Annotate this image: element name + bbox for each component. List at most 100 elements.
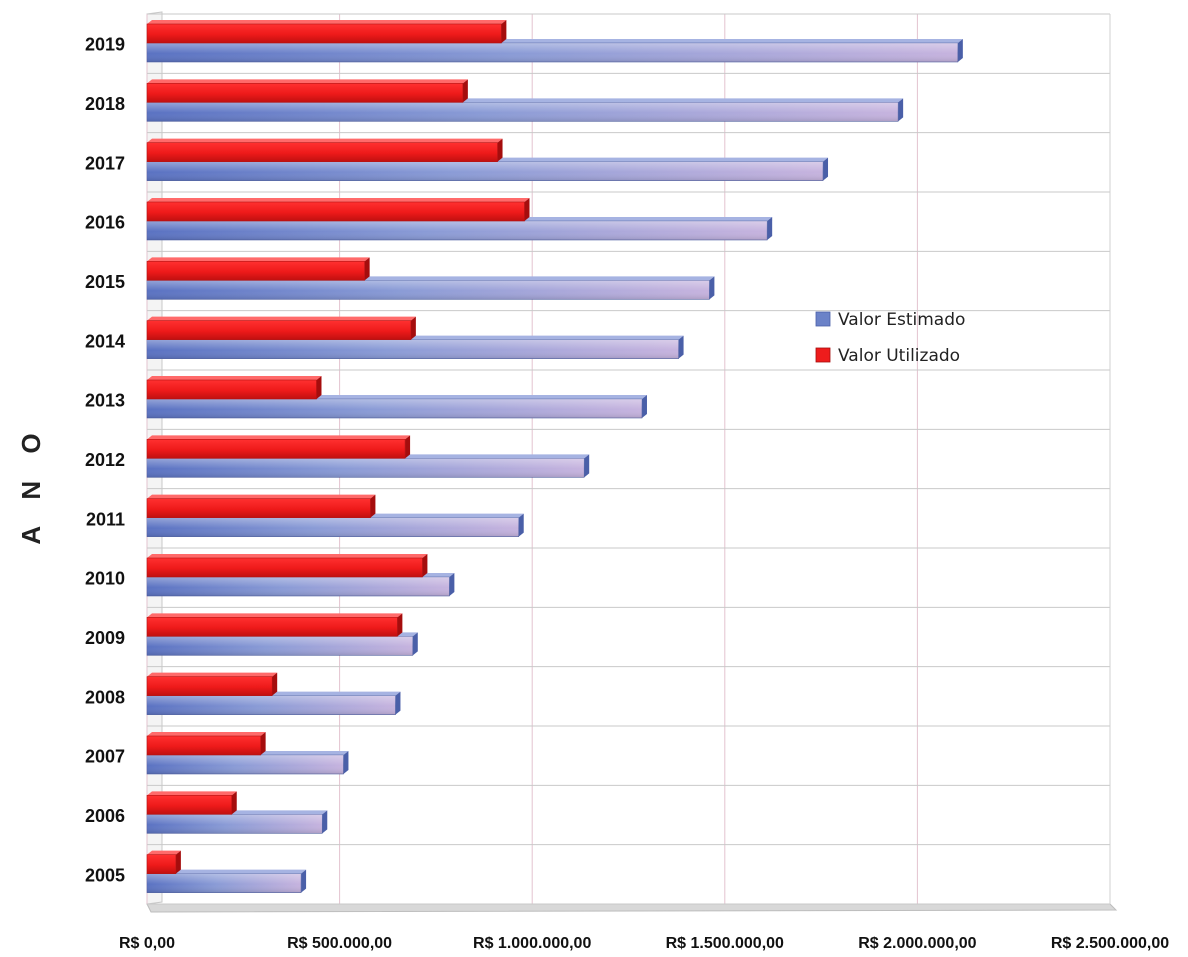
- bar-valor-estimado-2008-shine: [147, 695, 396, 715]
- bar-valor-estimado-2016-shine: [147, 221, 768, 240]
- bar-valor-utilizado-2005: [146, 850, 181, 874]
- bar-valor-utilizado-2009: [146, 613, 403, 637]
- bar-valor-estimado-2006-end: [322, 810, 328, 834]
- bar-valor-estimado-2005-end: [301, 869, 307, 893]
- bar-valor-estimado-2007-end: [343, 751, 349, 774]
- bar-valor-utilizado-2012-end: [405, 435, 411, 459]
- bar-valor-utilizado-2010-top: [147, 554, 428, 558]
- bar-valor-utilizado-2014-front: [146, 320, 412, 340]
- legend: Valor Estimado Valor Utilizado: [815, 310, 965, 366]
- bar-valor-utilizado-2018-front: [146, 83, 464, 103]
- bar-valor-utilizado-2008-end: [272, 672, 278, 696]
- floor: [146, 903, 1118, 913]
- y-tick-label-2009: 2009: [85, 628, 125, 648]
- bar-valor-utilizado-2017-top: [147, 138, 503, 143]
- bar-valor-utilizado-2009-end: [397, 613, 403, 637]
- bar-valor-utilizado-2019-end: [501, 20, 507, 43]
- bar-valor-utilizado-2007-front: [146, 735, 261, 756]
- y-tick-label-2010: 2010: [85, 569, 125, 589]
- bar-valor-utilizado-2014-end: [410, 316, 416, 340]
- bar-valor-estimado-2010: [146, 573, 455, 597]
- bar-valor-estimado-2018-shine: [147, 102, 899, 122]
- bar-valor-estimado-2015-shine: [147, 280, 710, 300]
- bar-valor-utilizado-2011: [146, 494, 376, 518]
- x-tick-label: R$ 0,00: [119, 935, 175, 952]
- bar-valor-utilizado-2018: [146, 79, 468, 103]
- bar-valor-utilizado-2005-end: [175, 850, 181, 874]
- bar-valor-utilizado-2012: [146, 435, 411, 459]
- bar-valor-utilizado-2014: [146, 316, 416, 340]
- legend-label: Valor Utilizado: [838, 346, 960, 366]
- bar-valor-estimado-2018-end: [898, 98, 904, 122]
- x-tick-label: R$ 2.500.000,00: [1051, 935, 1169, 952]
- bar-valor-estimado-2006-shine: [147, 814, 323, 834]
- bar-valor-utilizado-2017-end: [497, 138, 503, 162]
- bar-valor-estimado-2009-end: [412, 632, 418, 656]
- bar-valor-estimado-2019-shine: [147, 43, 958, 62]
- bar-valor-estimado-2008: [146, 691, 401, 715]
- bar-valor-estimado-2010-end: [449, 573, 455, 596]
- bar-valor-utilizado-2008-top: [147, 672, 278, 677]
- bar-valor-utilizado-2005-top: [147, 850, 181, 855]
- bar-valor-utilizado-2015: [146, 257, 370, 281]
- bar-valor-estimado-2010-shine: [147, 577, 450, 596]
- bar-valor-estimado-2011-shine: [147, 517, 519, 537]
- bar-valor-estimado-2008-end: [395, 691, 401, 715]
- bar-valor-estimado-2007-shine: [147, 755, 344, 774]
- bar-valor-utilizado-2006: [146, 791, 237, 815]
- bar-valor-utilizado-2016-front: [146, 201, 525, 222]
- bar-valor-utilizado-2016: [146, 198, 530, 222]
- y-tick-label-2007: 2007: [85, 747, 125, 767]
- bars: [146, 20, 963, 893]
- bar-valor-utilizado-2007-top: [147, 732, 266, 736]
- bar-valor-utilizado-2015-end: [364, 257, 370, 281]
- y-tick-label-2015: 2015: [85, 272, 125, 292]
- bar-valor-utilizado-2016-end: [524, 198, 530, 221]
- bar-valor-utilizado-2013-front: [146, 379, 317, 400]
- bar-valor-estimado-2013-shine: [147, 399, 642, 418]
- bar-valor-estimado-2017-shine: [147, 161, 824, 181]
- y-tick-label-2005: 2005: [85, 865, 125, 885]
- bar-valor-utilizado-2005-front: [146, 854, 177, 874]
- bar-valor-utilizado-2010: [146, 554, 428, 578]
- bar-valor-utilizado-2011-top: [147, 494, 376, 499]
- bar-valor-estimado-2012-shine: [147, 458, 585, 478]
- bar-valor-estimado-2011-end: [518, 513, 524, 537]
- x-axis-ticks: R$ 0,00 R$ 500.000,00 R$ 1.000.000,00 R$ 1.…: [119, 935, 1169, 952]
- bar-valor-estimado-2016: [146, 217, 773, 241]
- x-tick-label: R$ 2.000.000,00: [858, 935, 976, 952]
- bar-valor-estimado-2014-shine: [147, 339, 679, 359]
- bar-valor-estimado-2015-end: [709, 276, 715, 300]
- bar-valor-utilizado-2011-end: [370, 494, 376, 518]
- bar-valor-utilizado-2009-front: [146, 617, 398, 637]
- y-tick-label-2017: 2017: [85, 153, 125, 173]
- y-tick-label-2008: 2008: [85, 687, 125, 707]
- bar-valor-utilizado-2008-front: [146, 676, 273, 696]
- bar-valor-utilizado-2018-end: [462, 79, 468, 103]
- bar-valor-utilizado-2016-top: [147, 198, 530, 202]
- bar-valor-utilizado-2007-end: [260, 732, 266, 755]
- bar-valor-estimado-2016-end: [767, 217, 773, 240]
- bar-valor-utilizado-2013-top: [147, 376, 322, 380]
- bar-valor-utilizado-2006-front: [146, 795, 233, 815]
- y-tick-label-2019: 2019: [85, 35, 125, 55]
- bar-valor-estimado-2017: [146, 157, 829, 181]
- bar-valor-estimado-2019-end: [957, 39, 963, 62]
- legend-label: Valor Estimado: [838, 310, 965, 330]
- y-tick-label-2018: 2018: [85, 94, 125, 114]
- bar-valor-utilizado-2010-end: [422, 554, 428, 577]
- bar-valor-utilizado-2007: [146, 732, 266, 756]
- bar-valor-utilizado-2017: [146, 138, 503, 162]
- bar-valor-estimado-2005: [146, 869, 307, 893]
- bar-valor-utilizado-2014-top: [147, 316, 416, 321]
- bar-valor-utilizado-2008: [146, 672, 278, 696]
- bar-valor-utilizado-2013-end: [316, 376, 322, 399]
- bar-valor-estimado-2014: [146, 335, 684, 359]
- x-tick-label: R$ 500.000,00: [287, 935, 392, 952]
- bar-valor-utilizado-2006-end: [231, 791, 237, 815]
- bar-valor-estimado-2014-end: [678, 335, 684, 359]
- bar-valor-utilizado-2019-front: [146, 23, 502, 44]
- y-tick-label-2016: 2016: [85, 213, 125, 233]
